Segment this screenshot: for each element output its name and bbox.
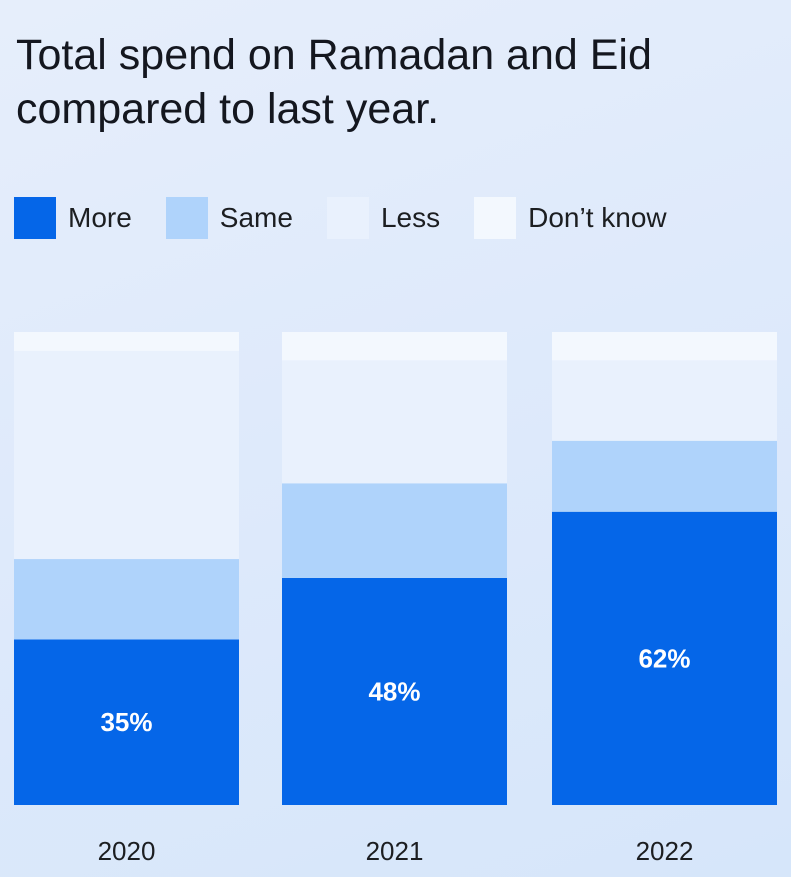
bar-2022-don-t-know [552, 332, 777, 361]
legend-label-more: More [68, 202, 132, 233]
chart-title: Total spend on Ramadan and Eid compared … [16, 31, 652, 133]
data-label-2022: 62% [638, 643, 690, 673]
legend-item-more: More [14, 197, 132, 239]
bar-2021-same [282, 483, 507, 578]
x-tick-label-2021: 2021 [366, 836, 424, 866]
bar-2020-more [14, 639, 239, 805]
legend-swatch-more [14, 197, 56, 239]
bar-2021-more [282, 577, 507, 805]
legend-swatch-less [326, 197, 369, 239]
x-tick-label-2022: 2022 [636, 836, 694, 866]
bar-2020-less [14, 350, 239, 560]
legend: More Same Less Don’t know [14, 196, 667, 240]
bar-2020-don-t-know [14, 332, 239, 351]
bar-2021-don-t-know [282, 332, 507, 361]
bar-2021-less [282, 360, 507, 484]
legend-label-less: Less [380, 202, 441, 233]
bar-2020-same [14, 559, 239, 640]
legend-label-same: Same [219, 202, 293, 233]
data-label-2020: 35% [100, 707, 152, 737]
legend-swatch-dont-know [474, 197, 517, 239]
bar-2022-less [552, 360, 777, 441]
legend-label-dont-know: Don’t know [528, 202, 667, 233]
x-tick-label-2020: 2020 [98, 836, 156, 866]
bar-2022-same [552, 440, 777, 512]
legend-item-less: Less [326, 197, 441, 239]
bar-2022-more [552, 511, 777, 805]
data-label-2021: 48% [368, 676, 420, 706]
legend-swatch-same [165, 197, 208, 239]
legend-item-dont-know: Don’t know [474, 197, 667, 239]
legend-item-same: Same [165, 197, 293, 239]
